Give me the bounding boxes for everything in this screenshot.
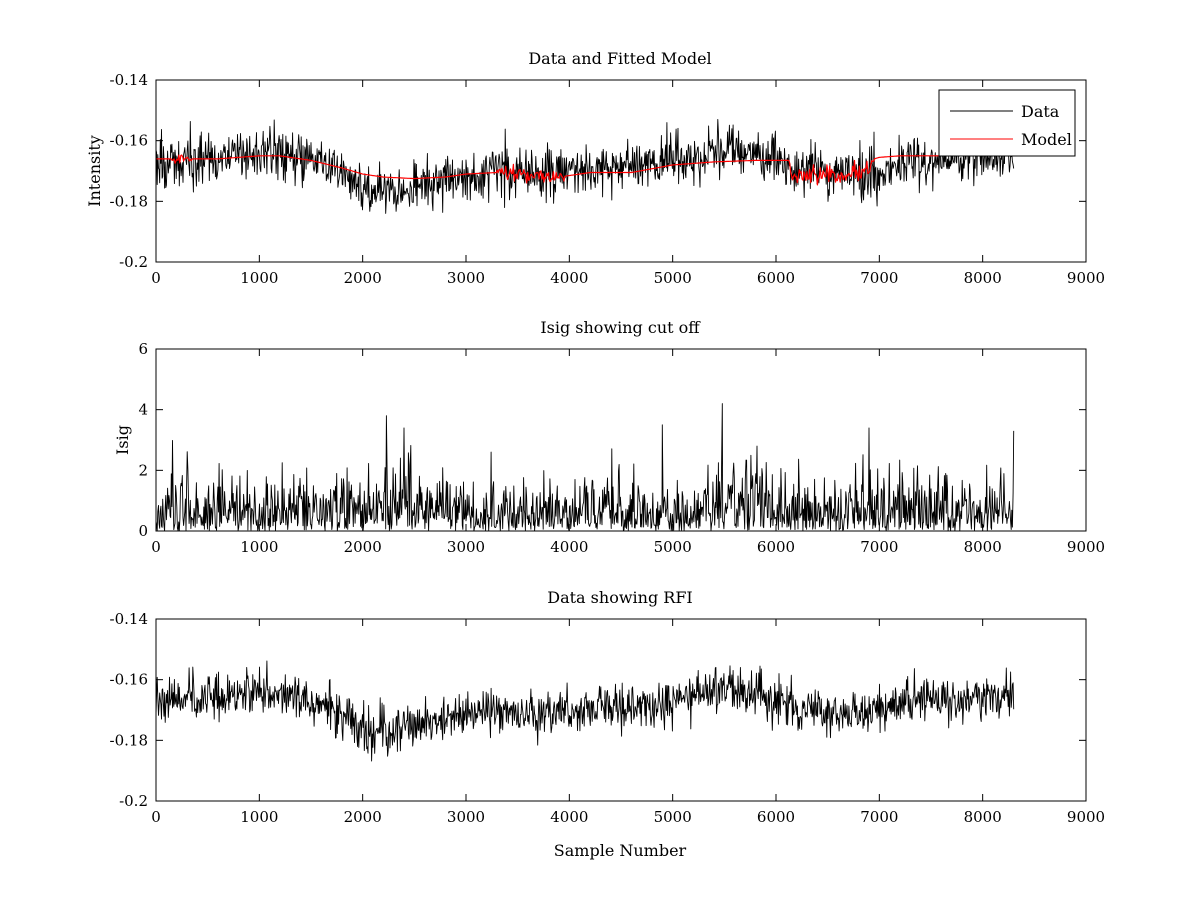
x-tick-label: 5000 [654,808,692,826]
y-tick-label: -0.18 [110,731,148,749]
x-tick-label: 1000 [240,538,278,556]
y-tick-label: -0.16 [110,132,148,150]
legend: Data Model [938,89,1076,157]
x-axis-label: Sample Number [554,841,687,860]
x-tick-label: 4000 [550,538,588,556]
tick-layer: 0 1000 2000 3000 4000 5000 6000 7000 8000 9000 -0.… [110,71,1106,287]
tick-layer: 0 1000 2000 3000 4000 5000 6000 7000 8000 9000 6 4 2… [138,340,1105,556]
x-tick-label: 1000 [240,269,278,287]
legend-box [938,89,1076,157]
tick-layer: 0 1000 2000 3000 4000 5000 6000 7000 8000 9000 -0.… [110,610,1106,826]
panel-title: Isig showing cut off [540,318,701,337]
x-tick-label: 3000 [447,808,485,826]
y-tick-label: -0.14 [110,610,148,628]
x-tick-label: 5000 [654,269,692,287]
x-tick-label: 1000 [240,808,278,826]
y-tick-label: -0.2 [119,792,148,810]
y-axis-label: Intensity [85,135,104,207]
x-tick-label: 2000 [344,269,382,287]
series-line-panel-3 [155,660,1015,762]
y-tick-label: 6 [138,340,148,358]
x-tick-label: 4000 [550,808,588,826]
axes-box [155,348,1087,532]
x-tick-label: 8000 [964,808,1002,826]
x-tick-label: 7000 [860,538,898,556]
x-tick-label: 8000 [964,538,1002,556]
x-tick-label: 2000 [344,808,382,826]
panel-isig-showing-cut-off: Isig showing cut off Isig 0 1000 2000 3000 4… [113,318,1105,556]
x-tick-label: 6000 [757,538,795,556]
x-tick-label: 9000 [1067,538,1105,556]
x-tick-label: 3000 [447,269,485,287]
y-tick-label: -0.2 [119,253,148,271]
panel-data-showing-rfi: Data showing RFI 0 1000 2000 3000 4000 5000 60… [110,588,1106,860]
series-line-data [155,113,1015,214]
x-tick-label: 2000 [344,538,382,556]
plot-area [155,660,1015,762]
y-tick-label: -0.16 [110,671,148,689]
panel-title: Data showing RFI [547,588,692,607]
panel-data-and-fitted-model: Data and Fitted Model Intensity 0 1000 200… [85,49,1105,287]
x-tick-label: 7000 [860,808,898,826]
x-tick-label: 0 [151,538,161,556]
y-tick-label: -0.18 [110,192,148,210]
legend-label-model: Model [1021,130,1072,149]
series-line-model [156,154,1014,186]
legend-label-data: Data [1021,102,1060,121]
x-tick-label: 6000 [757,808,795,826]
x-tick-label: 4000 [550,269,588,287]
series-line-panel-2 [155,403,1015,532]
axes-box [155,79,1087,263]
plot-area [155,113,1015,214]
y-tick-label: -0.14 [110,71,148,89]
x-tick-label: 0 [151,808,161,826]
x-tick-label: 9000 [1067,808,1105,826]
x-tick-label: 8000 [964,269,1002,287]
y-tick-label: 2 [138,461,148,479]
x-tick-label: 5000 [654,538,692,556]
x-tick-label: 9000 [1067,269,1105,287]
plot-area [155,403,1015,532]
y-tick-label: 4 [138,401,148,419]
y-axis-label: Isig [113,425,132,455]
x-tick-label: 7000 [860,269,898,287]
x-tick-label: 3000 [447,538,485,556]
axes-box [155,618,1087,802]
x-tick-label: 0 [151,269,161,287]
x-tick-label: 6000 [757,269,795,287]
y-tick-label: 0 [138,522,148,540]
panel-title: Data and Fitted Model [528,49,711,68]
